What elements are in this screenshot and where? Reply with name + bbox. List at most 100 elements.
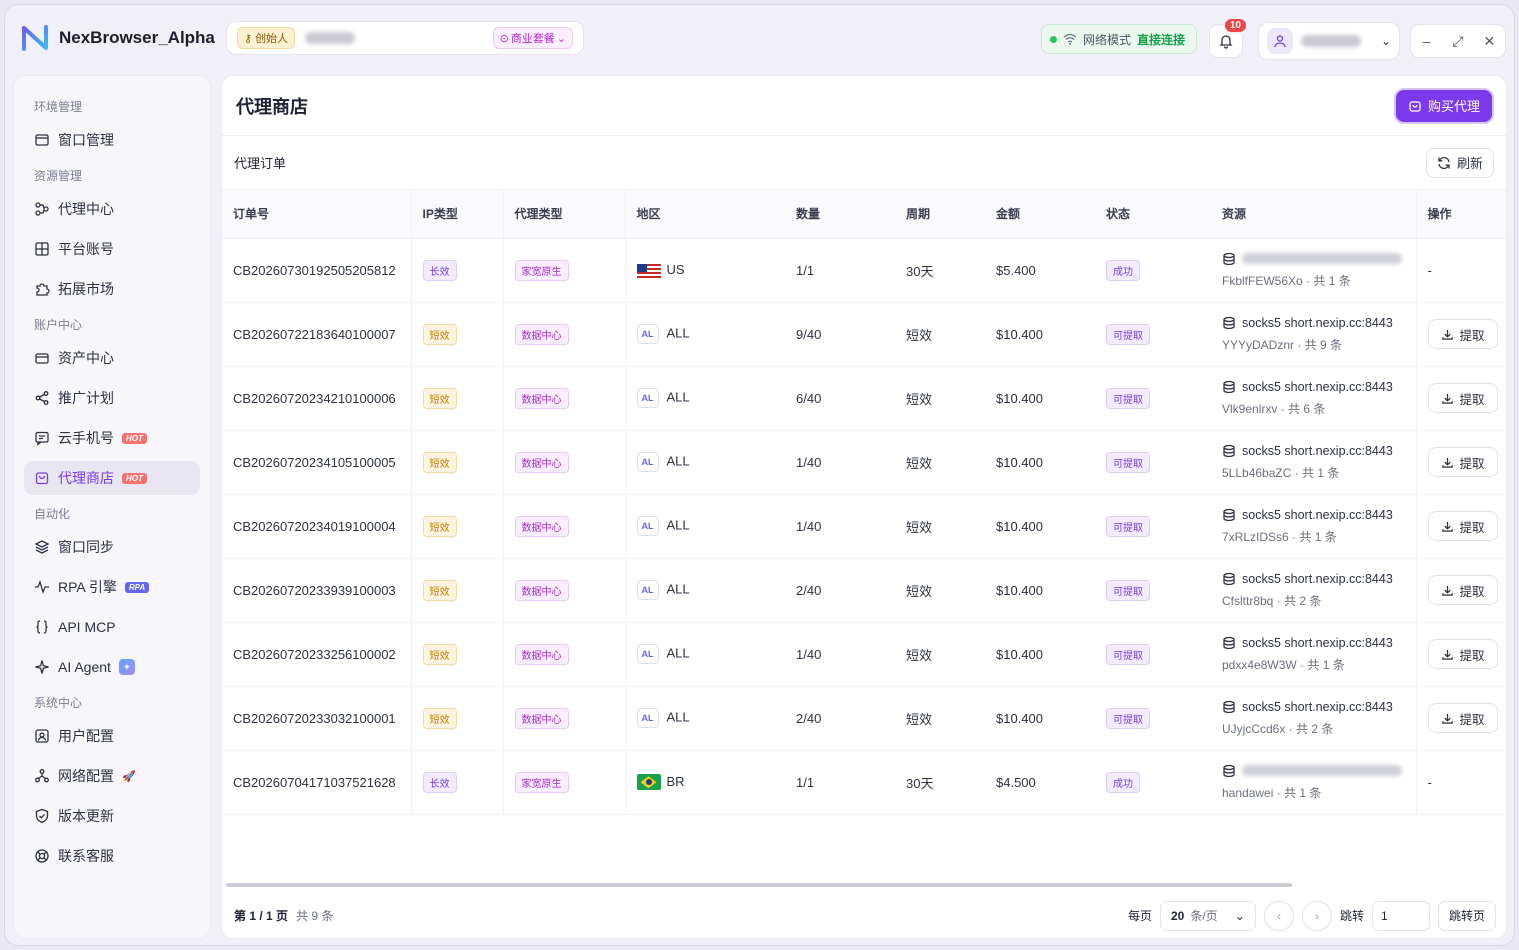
column-header: 金额 xyxy=(985,190,1095,239)
action-cell: 提取 xyxy=(1416,366,1506,431)
sidebar-item[interactable]: API MCP xyxy=(24,610,200,644)
resource-host: socks5 short.nexip.cc:8443 xyxy=(1222,700,1416,714)
amount-cell: $10.400 xyxy=(985,622,1095,687)
region-label: ALL xyxy=(666,453,690,469)
jump-button[interactable]: 跳转页 xyxy=(1437,900,1496,931)
share-icon xyxy=(35,391,49,405)
account-menu[interactable]: ⌄ xyxy=(1258,22,1400,60)
extract-label: 提取 xyxy=(1459,392,1485,407)
extract-button[interactable]: 提取 xyxy=(1427,383,1498,413)
column-header: 操作 xyxy=(1416,190,1506,239)
app-title: NexBrowser_Alpha xyxy=(59,28,215,47)
resource-cell: socks5 short.nexip.cc:8443 Vlk9enlrxv · 共… xyxy=(1211,366,1417,431)
database-icon xyxy=(1223,636,1235,649)
extract-button[interactable]: 提取 xyxy=(1427,319,1498,349)
region-cell: AL ALL xyxy=(625,366,785,431)
status-badge: 成功 xyxy=(1106,771,1140,793)
grid-icon xyxy=(35,242,49,256)
sidebar-item-label: 平台账号 xyxy=(58,241,114,257)
br-flag-icon xyxy=(636,774,661,791)
network-mode-indicator[interactable]: 网络模式 直接连接 xyxy=(1041,24,1197,54)
per-page-select[interactable]: 20 条/页 ⌄ xyxy=(1159,900,1256,931)
column-header: 周期 xyxy=(895,190,985,239)
message-icon xyxy=(35,431,49,446)
next-page-button[interactable]: › xyxy=(1301,900,1332,931)
store-icon xyxy=(35,472,49,485)
horizontal-scrollbar[interactable] xyxy=(226,883,1292,887)
app-window: NexBrowser_Alpha ⚷ 创始人 ⊙ 商业套餐 ⌄ 网络模式 直接连接 1… xyxy=(4,4,1515,946)
sidebar-item[interactable]: 用户配置 xyxy=(24,719,200,753)
sidebar-item[interactable]: 平台账号 xyxy=(24,232,200,266)
sidebar-item[interactable]: 网络配置 🚀 xyxy=(24,759,200,793)
region-cell: US xyxy=(625,238,785,303)
proxy-type-tag: 数据中心 xyxy=(514,451,569,473)
amount-cell: $10.400 xyxy=(985,494,1095,559)
extract-button[interactable]: 提取 xyxy=(1427,575,1498,605)
proxy-type-cell: 数据中心 xyxy=(503,430,626,495)
buy-proxy-label: 购买代理 xyxy=(1427,99,1480,114)
database-icon xyxy=(1223,316,1235,329)
close-icon[interactable]: ✕ xyxy=(1483,32,1496,49)
extract-button[interactable]: 提取 xyxy=(1427,703,1498,733)
sidebar-item[interactable]: 联系客服 xyxy=(24,839,200,873)
jump-label: 跳转 xyxy=(1339,909,1364,923)
sidebar-item[interactable]: AI Agent ✦ xyxy=(24,650,200,684)
extract-label: 提取 xyxy=(1459,328,1485,343)
refresh-button[interactable]: 刷新 xyxy=(1425,147,1494,178)
sidebar-item[interactable]: 云手机号 HOT xyxy=(24,421,200,455)
sidebar-item[interactable]: 推广计划 xyxy=(24,381,200,415)
rocket-icon: 🚀 xyxy=(122,770,136,783)
orders-table: 订单号 IP类型 代理类型 地区 数量 周期 金额 状态 资源 操作 CB202607301925… xyxy=(222,190,1506,815)
sidebar-item[interactable]: 拓展市场 xyxy=(24,272,200,306)
wallet-icon xyxy=(35,353,49,364)
extract-button[interactable]: 提取 xyxy=(1427,639,1498,669)
status-cell: 可提取 xyxy=(1095,622,1211,687)
database-icon xyxy=(1223,444,1235,457)
all-region-icon: AL xyxy=(636,324,659,344)
action-cell: 提取 xyxy=(1416,494,1506,559)
sidebar-item-label: 联系客服 xyxy=(58,848,114,864)
sidebar: 环境管理 窗口管理 资源管理 代理中心 平台账号 拓展市场 账户中心 资产中心 推广计划 云手机号… xyxy=(13,75,211,939)
sidebar-item[interactable]: 资产中心 xyxy=(24,341,200,375)
status-badge: 可提取 xyxy=(1106,387,1150,409)
region-label: ALL xyxy=(666,645,690,661)
resource-host-label: socks5 short.nexip.cc:8443 xyxy=(1242,315,1393,330)
ip-type-tag: 短效 xyxy=(422,643,457,665)
column-header: 状态 xyxy=(1095,190,1211,239)
prev-page-button[interactable]: ‹ xyxy=(1263,900,1294,931)
chevron-down-icon: ⌄ xyxy=(1380,34,1391,48)
sidebar-item[interactable]: RPA 引擎 RPA xyxy=(24,570,200,604)
proxy-type-tag: 家宽原生 xyxy=(514,259,569,281)
top-bar: NexBrowser_Alpha ⚷ 创始人 ⊙ 商业套餐 ⌄ xyxy=(5,5,1514,71)
region-label: ALL xyxy=(666,709,690,725)
sidebar-item[interactable]: 窗口同步 xyxy=(24,530,200,564)
minimize-icon[interactable]: – xyxy=(1422,33,1431,49)
status-cell: 成功 xyxy=(1095,750,1211,815)
buy-proxy-button[interactable]: 购买代理 xyxy=(1395,89,1492,122)
sidebar-item[interactable]: 代理商店 HOT xyxy=(24,461,200,495)
period-cell: 短效 xyxy=(895,622,985,687)
notifications-button[interactable]: 10 xyxy=(1209,17,1248,58)
plan-badge[interactable]: ⊙ 商业套餐 ⌄ xyxy=(492,27,573,49)
proxy-type-cell: 家宽原生 xyxy=(503,238,626,303)
extract-label: 提取 xyxy=(1459,456,1485,471)
resource-cell: socks5 short.nexip.cc:8443 7xRLzIDSs6 · 共… xyxy=(1211,494,1417,559)
extract-button[interactable]: 提取 xyxy=(1427,447,1498,477)
sidebar-item[interactable]: 窗口管理 xyxy=(24,123,200,157)
sidebar-item[interactable]: 代理中心 xyxy=(24,192,200,226)
ip-type-tag: 短效 xyxy=(422,387,457,409)
workspace-selector[interactable]: ⚷ 创始人 ⊙ 商业套餐 ⌄ xyxy=(226,21,584,55)
per-page-label: 每页 xyxy=(1127,909,1152,923)
resource-summary: Cfslttr8bq · 共 2 条 xyxy=(1222,593,1322,608)
region-label: ALL xyxy=(666,389,690,405)
sidebar-item[interactable]: 版本更新 xyxy=(24,799,200,833)
status-cell: 可提取 xyxy=(1095,494,1211,559)
notification-count: 10 xyxy=(1222,17,1248,34)
extract-button[interactable]: 提取 xyxy=(1427,511,1498,541)
all-region-icon: AL xyxy=(636,516,659,536)
action-cell: 提取 xyxy=(1416,686,1506,751)
jump-page-input[interactable] xyxy=(1371,900,1430,931)
maximize-icon[interactable]: ⤢ xyxy=(1452,32,1464,49)
sidebar-item-label: 版本更新 xyxy=(58,808,114,824)
layers-icon xyxy=(34,540,50,554)
